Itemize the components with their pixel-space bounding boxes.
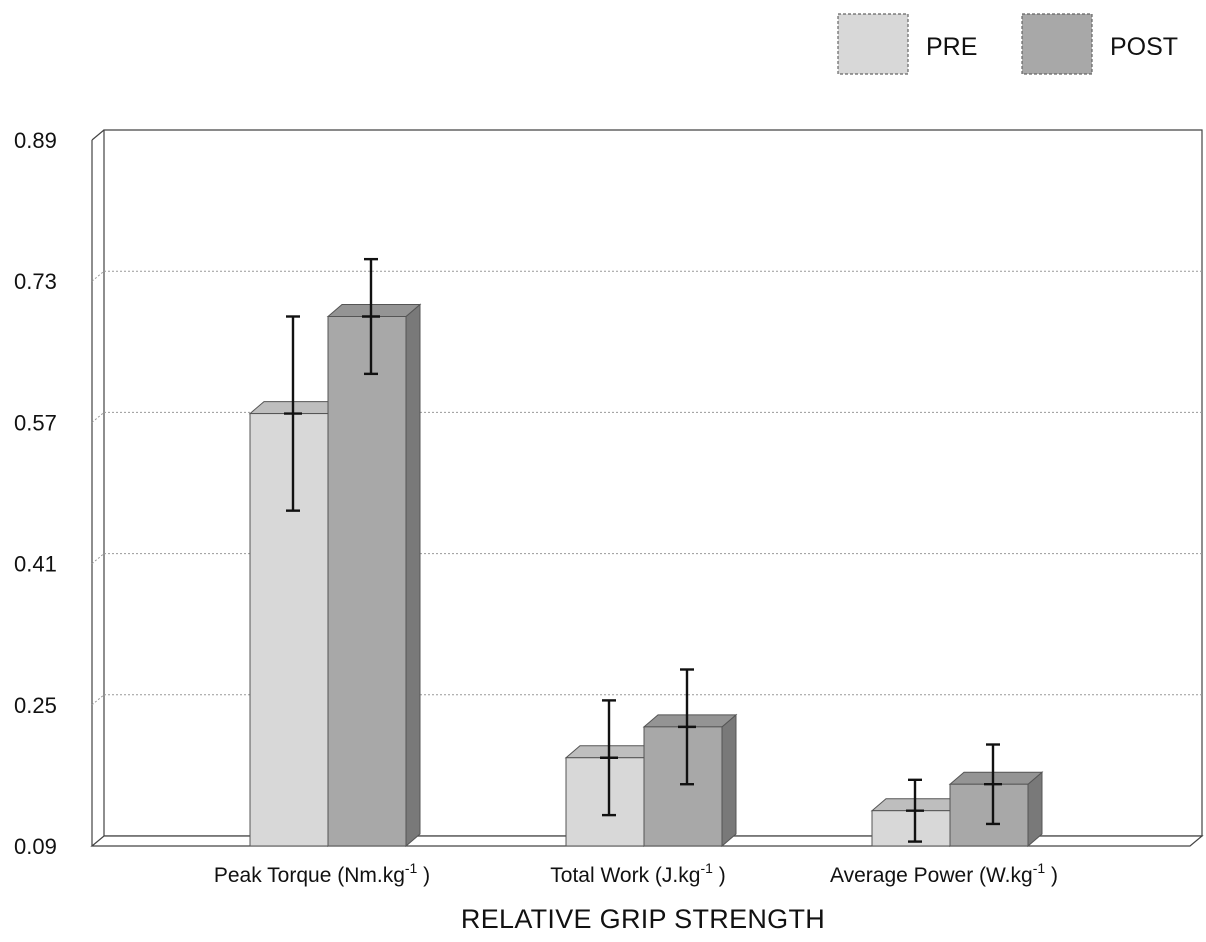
- bars: [248, 303, 1044, 848]
- bar-top: [948, 771, 1044, 785]
- bar-post-1: [642, 713, 738, 848]
- y-tick-label: 0.57: [14, 410, 57, 435]
- bar-side: [1027, 771, 1043, 848]
- legend-swatch: [837, 13, 909, 75]
- error-bar-post-1: [678, 668, 696, 786]
- bar-front: [565, 757, 645, 847]
- gridline-side: [91, 270, 105, 282]
- bar-post-0: [326, 303, 422, 848]
- y-tick-label: 0.09: [14, 834, 57, 859]
- gridline-side: [91, 412, 105, 423]
- x-category-label: Average Power (W.kg-1 ): [830, 860, 1058, 887]
- legend: PRE POST: [837, 13, 1178, 75]
- bar-front: [327, 316, 407, 847]
- error-bar-pre-2: [906, 778, 924, 843]
- bar-top: [326, 304, 422, 317]
- bar-post-2: [948, 771, 1044, 848]
- gridline-side: [91, 694, 105, 706]
- bar-front: [643, 726, 723, 847]
- legend-label: PRE: [926, 33, 977, 61]
- x-axis-title: RELATIVE GRIP STRENGTH: [461, 904, 825, 934]
- legend-item-post: POST: [1021, 13, 1178, 75]
- gridlines: [91, 270, 1202, 706]
- bar-side: [405, 303, 421, 848]
- bar-front: [249, 413, 329, 847]
- frame-edge: [91, 129, 105, 141]
- x-category-label: Total Work (J.kg-1 ): [550, 860, 725, 887]
- y-axis: 0.89 0.73 0.57 0.41 0.25 0.09: [14, 128, 57, 859]
- legend-label: POST: [1110, 33, 1178, 61]
- error-bars: [284, 257, 1002, 843]
- error-bar-pre-1: [600, 699, 618, 817]
- legend-swatch: [1021, 13, 1093, 75]
- error-bar-post-2: [984, 743, 1002, 826]
- error-bar-pre-0: [284, 315, 302, 512]
- legend-item-pre: PRE: [837, 13, 977, 75]
- y-tick-label: 0.89: [14, 128, 57, 153]
- y-tick-label: 0.25: [14, 693, 57, 718]
- y-tick-label: 0.41: [14, 552, 57, 577]
- bar-side: [721, 713, 737, 848]
- bar-front: [949, 783, 1029, 847]
- bar-top: [642, 714, 738, 728]
- x-category-label: Peak Torque (Nm.kg-1 ): [214, 860, 430, 887]
- y-tick-label: 0.73: [14, 269, 57, 294]
- gridline-side: [91, 553, 105, 564]
- error-bar-post-0: [362, 257, 380, 376]
- x-axis: Peak Torque (Nm.kg-1 ) Total Work (J.kg-1…: [214, 860, 1058, 887]
